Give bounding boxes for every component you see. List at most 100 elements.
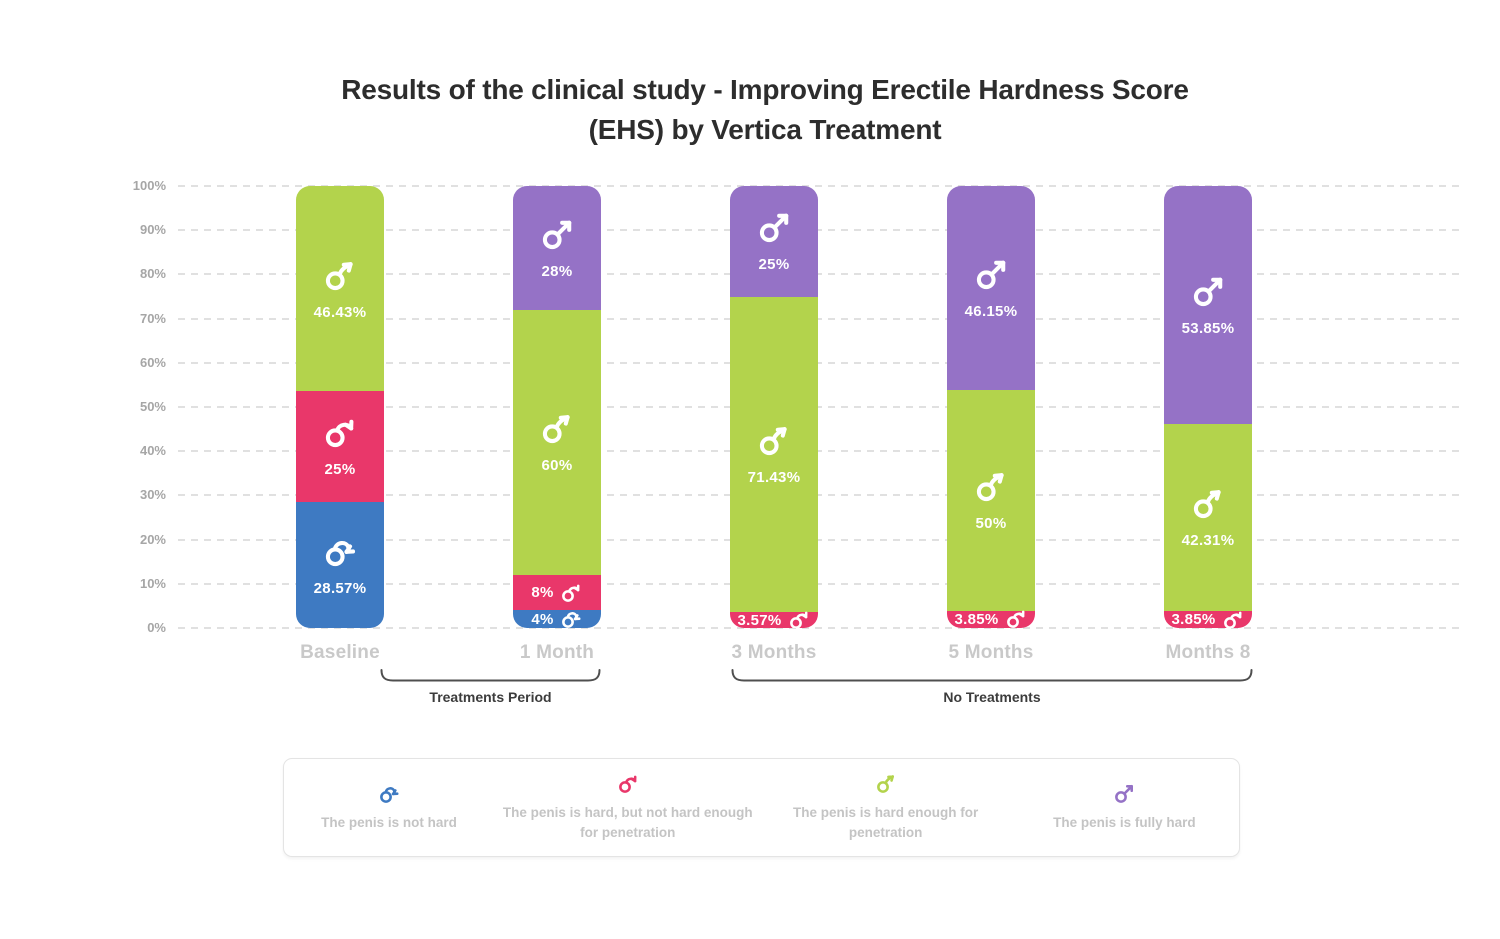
chart-title-line1: Results of the clinical study - Improvin…	[341, 74, 1189, 105]
segment-not_hard: 4%	[513, 610, 601, 628]
gridline	[178, 317, 1462, 320]
segment-hard_enough: 42.31%	[1164, 424, 1252, 611]
legend-item-not_hard: The penis is not hard	[284, 782, 494, 833]
penis-hard-not-enough-icon	[789, 611, 808, 628]
y-axis-tick: 30%	[139, 487, 166, 503]
gridline	[178, 627, 1462, 629]
y-axis-tick: 40%	[139, 443, 166, 459]
gridline	[178, 185, 1462, 187]
x-axis-label: 1 Month	[519, 642, 595, 663]
period-label: Treatments Period	[429, 689, 552, 705]
segment-hard_enough: 60%	[513, 309, 601, 575]
segment-value-label: 8%	[531, 584, 554, 602]
bar-5-months: 46.15% 50% 3.85%	[947, 186, 1035, 628]
period-bracket	[380, 669, 601, 683]
plot-area: 0% 10% 20% 30% 40% 50% 60% 70% 80% 90% 100% 46.43% 2…	[133, 178, 1462, 663]
segment-hard_not_enough: 25%	[296, 391, 384, 502]
y-axis-tick: 100%	[132, 178, 166, 193]
penis-fully-hard-icon	[542, 220, 572, 249]
y-axis-tick: 20%	[139, 531, 166, 547]
segment-value-label: 46.15%	[964, 302, 1018, 320]
y-axis-tick: 80%	[139, 266, 166, 282]
segment-value-label: 25%	[324, 461, 356, 479]
segment-value-label: 71.43%	[747, 469, 801, 487]
segment-value-label: 42.31%	[1181, 532, 1235, 550]
penis-not-hard-icon	[325, 540, 356, 566]
penis-hard-enough-icon	[876, 775, 894, 794]
period-bracket	[731, 669, 1253, 683]
segment-value-label: 3.85%	[1171, 610, 1216, 628]
penis-hard-not-enough-icon	[325, 420, 354, 448]
legend-label: The penis is not hard	[321, 815, 457, 831]
gridline	[178, 273, 1462, 276]
chart-title: Results of the clinical study - Improvin…	[30, 70, 1500, 150]
penis-hard-enough-icon	[976, 473, 1004, 502]
period-label: No Treatments	[943, 689, 1041, 705]
segment-hard_not_enough: 3.85%	[1164, 610, 1252, 628]
segment-value-label: 60%	[541, 457, 573, 475]
segment-value-label: 53.85%	[1181, 320, 1235, 337]
segment-hard_not_enough: 8%	[513, 574, 601, 611]
penis-not-hard-icon	[380, 787, 399, 804]
legend-item-fully_hard: The penis is fully hard	[1010, 782, 1239, 833]
gridline	[178, 450, 1462, 453]
gridline	[178, 494, 1462, 497]
x-axis-label: Months 8	[1165, 642, 1251, 663]
penis-fully-hard-icon	[1115, 785, 1134, 804]
segment-fully_hard: 53.85%	[1164, 186, 1252, 424]
y-axis-tick: 60%	[139, 354, 166, 370]
segment-not_hard: 28.57%	[296, 501, 384, 628]
penis-hard-not-enough-icon	[1006, 611, 1025, 628]
bracket-line	[731, 669, 1253, 682]
penis-hard-enough-icon	[325, 261, 353, 290]
bar-months-8: 53.85% 42.31% 3.85%	[1164, 186, 1252, 628]
bar-1-month: 28% 60% 8% 4%	[513, 186, 601, 628]
penis-fully-hard-icon	[759, 214, 789, 243]
bar-baseline: 46.43% 25% 28.57%	[296, 186, 384, 628]
gridline	[178, 361, 1462, 364]
y-axis-tick: 50%	[139, 399, 166, 414]
segment-hard_enough: 71.43%	[730, 296, 818, 613]
bracket-line	[380, 669, 601, 682]
segment-fully_hard: 46.15%	[947, 186, 1035, 390]
chart-title-line2: (EHS) by Vertica Treatment	[588, 114, 942, 145]
penis-hard-enough-icon	[1193, 490, 1221, 519]
y-axis-tick: 0%	[147, 620, 166, 635]
legend-item-hard_enough: The penis is hard enough for penetration	[761, 772, 1009, 842]
gridline	[178, 406, 1462, 408]
penis-fully-hard-icon	[976, 260, 1006, 290]
penis-fully-hard-icon	[1193, 277, 1223, 307]
bar-3-months: 25% 71.43% 3.57%	[730, 186, 818, 628]
segment-value-label: 3.85%	[954, 610, 999, 628]
gridline	[178, 538, 1462, 541]
legend-label: The penis is fully hard	[1053, 815, 1196, 831]
x-axis-label: 5 Months	[948, 642, 1034, 663]
penis-hard-not-enough-icon	[618, 776, 637, 794]
segment-hard_not_enough: 3.57%	[730, 612, 818, 628]
segment-value-label: 25%	[758, 256, 790, 274]
gridline	[178, 229, 1462, 232]
legend: The penis is not hard The penis is hard, …	[283, 758, 1240, 857]
penis-not-hard-icon	[561, 612, 581, 628]
penis-hard-enough-icon	[759, 427, 787, 456]
y-axis-tick: 70%	[139, 310, 166, 326]
segment-value-label: 28%	[541, 262, 573, 280]
segment-hard_enough: 50%	[947, 389, 1035, 611]
segment-value-label: 3.57%	[737, 611, 782, 628]
legend-label: The penis is hard, but not hard enough f…	[502, 805, 753, 840]
segment-fully_hard: 28%	[513, 186, 601, 310]
x-axis-label: Baseline	[300, 642, 380, 663]
segment-value-label: 50%	[975, 515, 1007, 533]
y-axis-tick: 90%	[139, 222, 166, 238]
segment-value-label: 28.57%	[313, 579, 367, 597]
segment-value-label: 4%	[531, 610, 554, 628]
segment-hard_not_enough: 3.85%	[947, 610, 1035, 628]
segment-fully_hard: 25%	[730, 186, 818, 297]
y-axis-tick: 10%	[139, 575, 166, 591]
legend-label: The penis is hard enough for penetration	[792, 805, 979, 840]
penis-hard-not-enough-icon	[561, 584, 580, 602]
penis-hard-enough-icon	[542, 415, 570, 444]
segment-hard_enough: 46.43%	[296, 186, 384, 392]
x-axis-label: 3 Months	[731, 642, 817, 663]
